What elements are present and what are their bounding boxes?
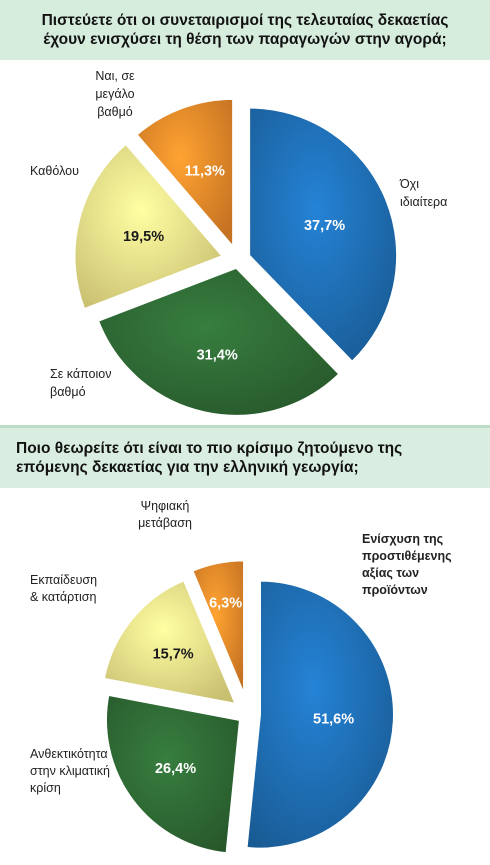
chart-title-2: Ποιο θεωρείτε ότι είναι το πιο κρίσιμο ζ… [16,440,403,476]
slice-category-label-4: Ψηφιακή μετάβαση [138,499,192,530]
pie-slice-3 [102,578,238,706]
slice-value-label-1: 51,6% [313,711,354,727]
chart-panel-1: Πιστεύετε ότι οι συνεταιρισμοί της τελευ… [0,0,490,425]
slice-category-label-1: Όχι ιδιαίτερα [399,177,447,209]
slice-value-label-3: 19,5% [123,229,164,245]
pie-slice-3 [73,142,225,311]
slice-value-label-2: 31,4% [197,348,238,364]
pie-slice-2 [96,266,341,417]
question-band-2: Ποιο θεωρείτε ότι είναι το πιο κρίσιμο ζ… [0,428,490,488]
pie-slice-1 [248,106,399,364]
slice-value-label-4: 6,3% [209,595,242,611]
slice-value-label-4: 11,3% [185,164,225,180]
slice-value-label-3: 15,7% [153,646,194,662]
slice-category-label-3: Εκπαίδευση & κατάρτιση [30,573,97,604]
slice-category-label-3: Καθόλου [30,164,79,178]
pie-slice-1 [245,579,395,850]
slice-category-label-2: Σε κάποιον βαθμό [50,367,111,399]
slice-category-label-2: Ανθεκτικότητα στην κλιματική κρίση [30,747,110,795]
chart-panel-2: Ποιο θεωρείτε ότι είναι το πιο κρίσιμο ζ… [0,425,490,865]
slice-category-label-1: Ενίσχυση της προστιθέμενης αξίας των προϊόν… [362,532,452,597]
pie-slice-4 [135,97,235,250]
chart-title-1: Πιστεύετε ότι οι συνεταιρισμοί της τελευ… [41,12,449,48]
pie-chart-1: 37,7% Όχι ιδιαίτερα 31,4% Σε κάποιον βαθμό 19,… [30,69,447,417]
pie-slice-4 [191,559,246,695]
slice-value-label-2: 26,4% [155,761,196,777]
pie-slice-2 [105,693,242,855]
pie-chart-2: 51,6% Ενίσχυση της προστιθέμενης αξίας των π… [30,499,452,855]
slice-value-label-1: 37,7% [304,218,345,234]
question-band-1: Πιστεύετε ότι οι συνεταιρισμοί της τελευ… [0,0,490,60]
slice-category-label-4: Ναι, σε μεγάλο βαθμό [95,69,135,119]
